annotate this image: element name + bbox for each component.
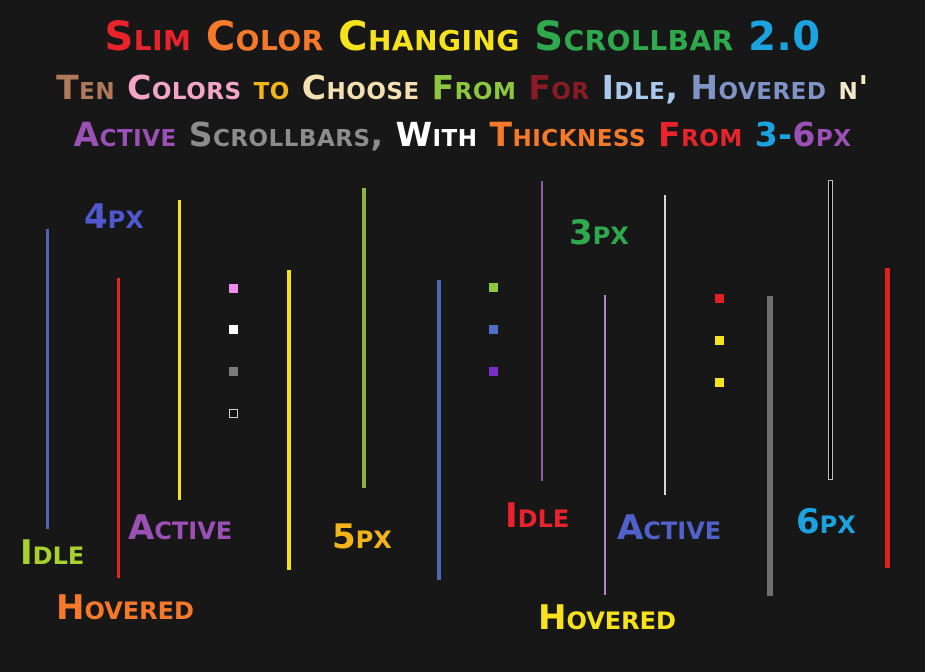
title-word: Hovered	[690, 68, 839, 107]
scrollbar-3px-idle	[541, 181, 543, 481]
swatch-purple	[489, 367, 498, 376]
label-idle-2: Idle	[505, 496, 570, 536]
title-word: From	[431, 68, 529, 107]
label-5px: 5px	[332, 517, 392, 557]
label-6px: 6px	[796, 502, 856, 542]
title-word: Scrollbars,	[188, 115, 396, 154]
label-hovered-1: Hovered	[56, 588, 194, 628]
scrollbar-6px-b	[828, 180, 833, 480]
label-active-1: Active	[128, 508, 233, 548]
title-word: Thickness	[489, 115, 659, 154]
scrollbar-6px-c	[885, 268, 890, 568]
scrollbar-3px-active	[664, 195, 666, 495]
title-word: From	[658, 115, 755, 154]
title-word: Slim	[104, 14, 206, 60]
swatch-grey	[229, 367, 238, 376]
scrollbar-5px-b	[362, 188, 366, 488]
swatch-yellow-1	[715, 336, 724, 345]
scrollbar-6px-a	[767, 296, 773, 596]
swatch-green	[489, 283, 498, 292]
title-word: Colors	[127, 68, 254, 107]
swatch-pink	[229, 284, 238, 293]
scrollbar-5px-c	[437, 280, 441, 580]
title-word: Choose	[301, 68, 432, 107]
title-word: Changing	[338, 14, 535, 60]
title-word: For	[528, 68, 602, 107]
swatch-black	[229, 409, 238, 418]
swatch-blue	[489, 325, 498, 334]
scrollbar-active-4px	[178, 200, 181, 500]
title-word: Idle,	[601, 68, 691, 107]
title-word: 6px	[792, 115, 852, 154]
scrollbar-idle-4px	[46, 229, 49, 529]
label-active-2: Active	[617, 508, 722, 548]
title-word: Active	[73, 115, 189, 154]
scrollbar-5px-a	[287, 270, 291, 570]
swatch-white	[229, 325, 238, 334]
title-line-2: Ten Colors to Choose From For Idle, Hove…	[0, 68, 925, 107]
title-line-1: Slim Color Changing Scrollbar 2.0	[0, 14, 925, 60]
swatch-red	[715, 294, 724, 303]
title-word: Scrollbar	[534, 14, 749, 60]
scrollbar-3px-hovered	[604, 295, 606, 595]
label-idle-1: Idle	[20, 533, 85, 573]
label-3px: 3px	[569, 213, 629, 253]
swatch-yellow-2	[715, 378, 724, 387]
title-line-3: Active Scrollbars, With Thickness From 3…	[0, 115, 925, 154]
label-hovered-2: Hovered	[538, 598, 676, 638]
title-word: n'	[838, 68, 869, 107]
title-word: to	[253, 68, 302, 107]
title-word: With	[395, 115, 490, 154]
title-word: Color	[205, 14, 339, 60]
title-word: 3-	[754, 115, 793, 154]
title-word: Ten	[56, 68, 128, 107]
scrollbar-hovered-4px	[117, 278, 120, 578]
title-word: 2.0	[748, 14, 821, 60]
label-4px: 4px	[84, 197, 144, 237]
